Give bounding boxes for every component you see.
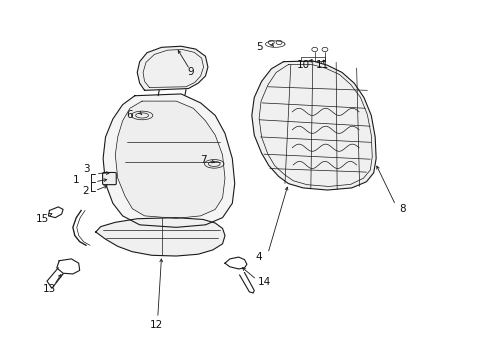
Text: 7: 7 — [199, 155, 206, 165]
Text: 3: 3 — [82, 164, 89, 174]
Text: 6: 6 — [126, 111, 133, 121]
Text: 5: 5 — [255, 42, 262, 52]
Text: 13: 13 — [43, 284, 56, 294]
Polygon shape — [103, 94, 234, 227]
Text: 15: 15 — [36, 215, 49, 224]
Text: 14: 14 — [257, 277, 270, 287]
Polygon shape — [251, 61, 375, 190]
Text: 4: 4 — [255, 252, 262, 262]
Text: 1: 1 — [73, 175, 80, 185]
Text: 10: 10 — [296, 60, 309, 70]
Text: 11: 11 — [315, 60, 328, 70]
Text: 2: 2 — [82, 186, 89, 196]
Text: 12: 12 — [150, 320, 163, 330]
Polygon shape — [137, 46, 207, 90]
Polygon shape — [96, 218, 224, 256]
Polygon shape — [115, 101, 224, 219]
Text: 9: 9 — [187, 67, 194, 77]
FancyBboxPatch shape — [102, 172, 116, 185]
Text: 8: 8 — [399, 204, 406, 214]
